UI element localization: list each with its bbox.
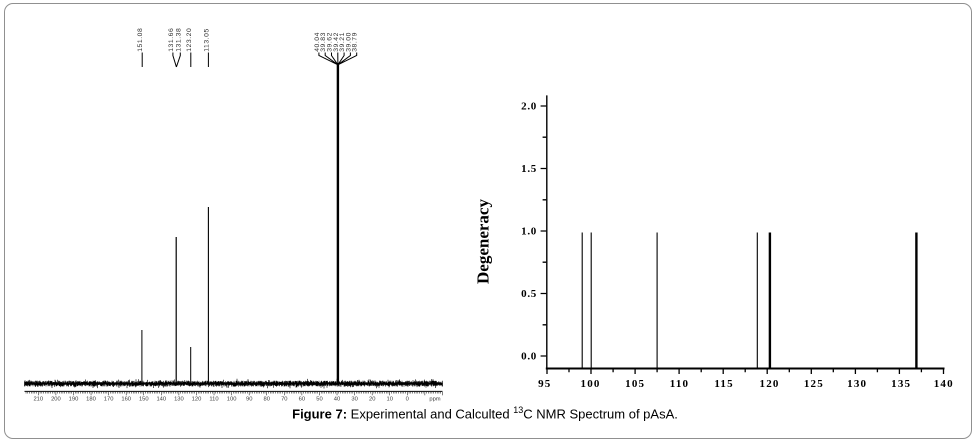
- svg-text:170: 170: [104, 397, 114, 403]
- svg-text:131.66: 131.66: [168, 28, 175, 52]
- svg-text:151.08: 151.08: [137, 28, 144, 52]
- svg-text:190: 190: [69, 397, 79, 403]
- svg-text:120: 120: [192, 397, 202, 403]
- svg-text:0.0: 0.0: [521, 351, 537, 363]
- svg-text:50: 50: [316, 397, 322, 403]
- svg-text:80: 80: [263, 397, 269, 403]
- svg-text:39.21: 39.21: [339, 32, 346, 52]
- svg-text:90: 90: [246, 397, 252, 403]
- svg-text:70: 70: [281, 397, 287, 403]
- svg-text:0: 0: [406, 397, 409, 403]
- svg-text:1.5: 1.5: [521, 163, 537, 175]
- svg-text:40.04: 40.04: [314, 32, 321, 52]
- svg-text:140: 140: [934, 378, 954, 390]
- svg-text:113.05: 113.05: [203, 28, 210, 52]
- svg-text:110: 110: [209, 397, 218, 403]
- svg-text:1.0: 1.0: [521, 226, 537, 238]
- svg-text:Degeneracy: Degeneracy: [473, 199, 492, 284]
- svg-text:20: 20: [369, 397, 375, 403]
- svg-text:150: 150: [139, 397, 149, 403]
- svg-text:ppm: ppm: [429, 397, 440, 403]
- svg-text:39.62: 39.62: [327, 32, 334, 52]
- svg-text:100: 100: [227, 397, 237, 403]
- svg-text:200: 200: [51, 397, 61, 403]
- svg-text:39.83: 39.83: [320, 32, 327, 52]
- svg-text:125: 125: [804, 378, 824, 390]
- svg-text:131.38: 131.38: [175, 28, 182, 52]
- svg-text:105: 105: [625, 378, 645, 390]
- svg-text:0.5: 0.5: [521, 288, 537, 300]
- svg-text:160: 160: [121, 397, 131, 403]
- svg-text:130: 130: [174, 397, 184, 403]
- svg-text:180: 180: [86, 397, 96, 403]
- svg-text:40: 40: [334, 397, 340, 403]
- svg-text:135: 135: [891, 378, 911, 390]
- svg-text:120: 120: [760, 378, 780, 390]
- svg-text:2.0: 2.0: [521, 101, 537, 113]
- svg-text:38.79: 38.79: [352, 32, 359, 52]
- svg-text:95: 95: [538, 378, 551, 390]
- svg-text:110: 110: [670, 378, 690, 390]
- svg-text:30: 30: [351, 397, 357, 403]
- svg-text:210: 210: [33, 397, 43, 403]
- svg-text:115: 115: [714, 378, 734, 390]
- svg-text:60: 60: [299, 397, 305, 403]
- svg-text:39.42: 39.42: [333, 32, 340, 52]
- svg-text:10: 10: [386, 397, 392, 403]
- svg-text:39.00: 39.00: [345, 32, 352, 52]
- svg-text:123.20: 123.20: [186, 28, 193, 52]
- svg-text:130: 130: [847, 378, 867, 390]
- svg-text:140: 140: [156, 397, 166, 403]
- svg-text:100: 100: [581, 378, 601, 390]
